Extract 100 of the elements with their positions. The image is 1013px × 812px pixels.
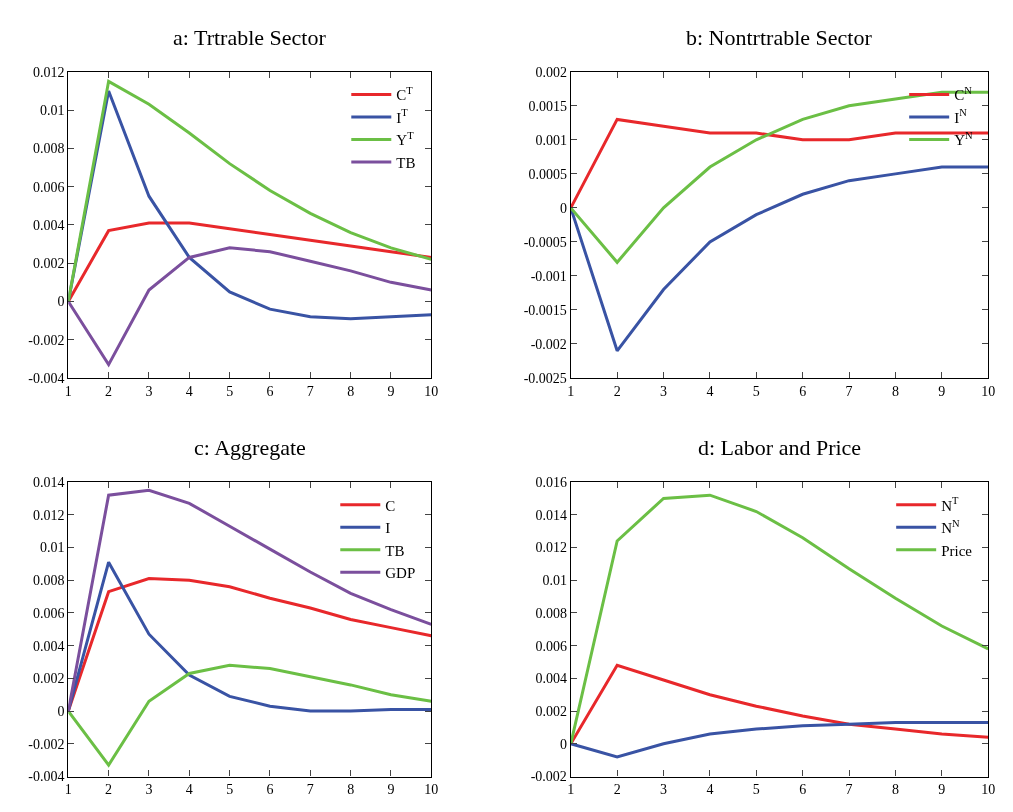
x-tick-label: 2 xyxy=(105,782,113,798)
y-tick-label: 0 xyxy=(559,736,567,752)
y-tick-label: 0.004 xyxy=(535,671,567,687)
y-tick-label: 0.016 xyxy=(535,474,567,490)
y-tick-label: -0.0005 xyxy=(523,234,567,250)
y-tick-label: 0.008 xyxy=(32,573,65,589)
x-tick-label: 5 xyxy=(752,782,760,798)
legend-label: TB xyxy=(396,154,416,171)
x-tick-label: 5 xyxy=(226,782,234,798)
y-tick-label: 0.0015 xyxy=(528,98,567,114)
y-tick-label: 0.0005 xyxy=(528,166,567,182)
x-tick-label: 6 xyxy=(799,782,807,798)
y-tick-label: -0.004 xyxy=(28,370,65,386)
x-tick-label: 10 xyxy=(981,383,996,399)
x-tick-label: 3 xyxy=(145,383,153,399)
x-tick-label: 9 xyxy=(938,383,946,399)
chart-title: d: Labor and Price xyxy=(698,435,862,460)
x-tick-label: 9 xyxy=(938,782,946,798)
x-tick-label: 1 xyxy=(64,782,72,798)
x-tick-label: 7 xyxy=(306,383,314,399)
y-tick-label: 0.01 xyxy=(39,540,65,556)
y-tick-label: -0.0015 xyxy=(523,302,567,318)
x-tick-label: 8 xyxy=(347,383,355,399)
x-tick-label: 9 xyxy=(387,782,395,798)
x-tick-label: 5 xyxy=(752,383,760,399)
legend-label: I$^{N}$ xyxy=(954,107,968,126)
chart-title: c: Aggregate xyxy=(194,435,306,460)
x-tick-label: 4 xyxy=(706,383,714,399)
x-tick-label: 2 xyxy=(613,383,621,399)
x-tick-label: 1 xyxy=(567,782,575,798)
y-tick-label: 0.014 xyxy=(32,474,65,490)
x-tick-label: 1 xyxy=(64,383,72,399)
x-tick-label: 9 xyxy=(387,383,395,399)
y-tick-label: 0.002 xyxy=(535,64,567,80)
y-tick-label: 0.002 xyxy=(32,671,65,687)
legend-label: N$^{N}$ xyxy=(941,517,961,537)
legend-label: Price xyxy=(941,542,973,559)
y-tick-label: 0 xyxy=(559,200,567,216)
line-series xyxy=(68,221,432,303)
y-tick-label: 0.001 xyxy=(535,132,567,148)
line-series xyxy=(68,663,432,767)
x-tick-label: 7 xyxy=(845,383,853,399)
legend-label: I$^{T}$ xyxy=(396,107,409,126)
chart-title: b: Nontrtrable Sector xyxy=(686,25,873,50)
y-tick-label: 0.012 xyxy=(32,507,65,523)
x-tick-label: 4 xyxy=(706,782,714,798)
x-tick-label: 2 xyxy=(613,782,621,798)
x-tick-label: 10 xyxy=(981,782,996,798)
legend-label: C xyxy=(385,497,396,514)
legend-label: Y$^{T}$ xyxy=(396,129,415,149)
y-tick-label: 0.006 xyxy=(535,638,567,654)
x-tick-label: 1 xyxy=(567,383,575,399)
x-tick-label: 2 xyxy=(105,383,113,399)
legend-label: GDP xyxy=(385,565,416,582)
x-tick-label: 3 xyxy=(660,383,668,399)
x-tick-label: 3 xyxy=(660,782,668,798)
y-tick-label: -0.002 xyxy=(28,332,65,348)
y-tick-label: 0.008 xyxy=(32,141,65,157)
y-tick-label: 0.012 xyxy=(32,64,65,80)
y-tick-label: 0.008 xyxy=(535,605,567,621)
y-tick-label: 0 xyxy=(57,703,65,719)
y-tick-label: 0.002 xyxy=(32,256,65,272)
y-tick-label: 0.014 xyxy=(535,507,567,523)
y-tick-label: -0.002 xyxy=(530,336,567,352)
y-tick-label: 0.01 xyxy=(39,102,65,118)
x-tick-label: 6 xyxy=(266,782,274,798)
x-tick-label: 4 xyxy=(185,383,193,399)
y-tick-label: 0.01 xyxy=(542,573,567,589)
x-tick-label: 8 xyxy=(891,383,899,399)
y-tick-label: 0.006 xyxy=(32,605,65,621)
x-tick-label: 8 xyxy=(347,782,355,798)
x-tick-label: 8 xyxy=(891,782,899,798)
x-tick-label: 3 xyxy=(145,782,153,798)
y-tick-label: 0.004 xyxy=(32,638,65,654)
x-tick-label: 6 xyxy=(266,383,274,399)
y-tick-label: -0.0025 xyxy=(523,370,567,386)
y-tick-label: -0.002 xyxy=(530,769,567,785)
line-series xyxy=(68,488,432,713)
x-tick-label: 7 xyxy=(845,782,853,798)
chart-title: a: Trtrable Sector xyxy=(173,25,327,50)
y-tick-label: 0.004 xyxy=(32,217,65,233)
y-tick-label: 0.012 xyxy=(535,540,567,556)
legend-label: C$^{T}$ xyxy=(396,84,414,104)
line-series xyxy=(68,246,432,367)
legend-label: I xyxy=(385,520,391,537)
x-tick-label: 10 xyxy=(424,782,439,798)
y-tick-label: -0.001 xyxy=(530,268,567,284)
legend-label: N$^{T}$ xyxy=(941,495,960,514)
y-tick-label: 0.002 xyxy=(535,703,567,719)
y-tick-label: 0.006 xyxy=(32,179,65,195)
x-tick-label: 7 xyxy=(306,782,314,798)
x-tick-label: 5 xyxy=(226,383,234,399)
y-tick-label: 0 xyxy=(57,294,65,310)
line-series xyxy=(570,165,989,353)
legend-label: TB xyxy=(385,542,405,559)
y-tick-label: -0.002 xyxy=(28,736,65,752)
line-series xyxy=(570,721,989,759)
x-tick-label: 4 xyxy=(185,782,193,798)
x-tick-label: 6 xyxy=(799,383,807,399)
y-tick-label: -0.004 xyxy=(28,769,65,785)
